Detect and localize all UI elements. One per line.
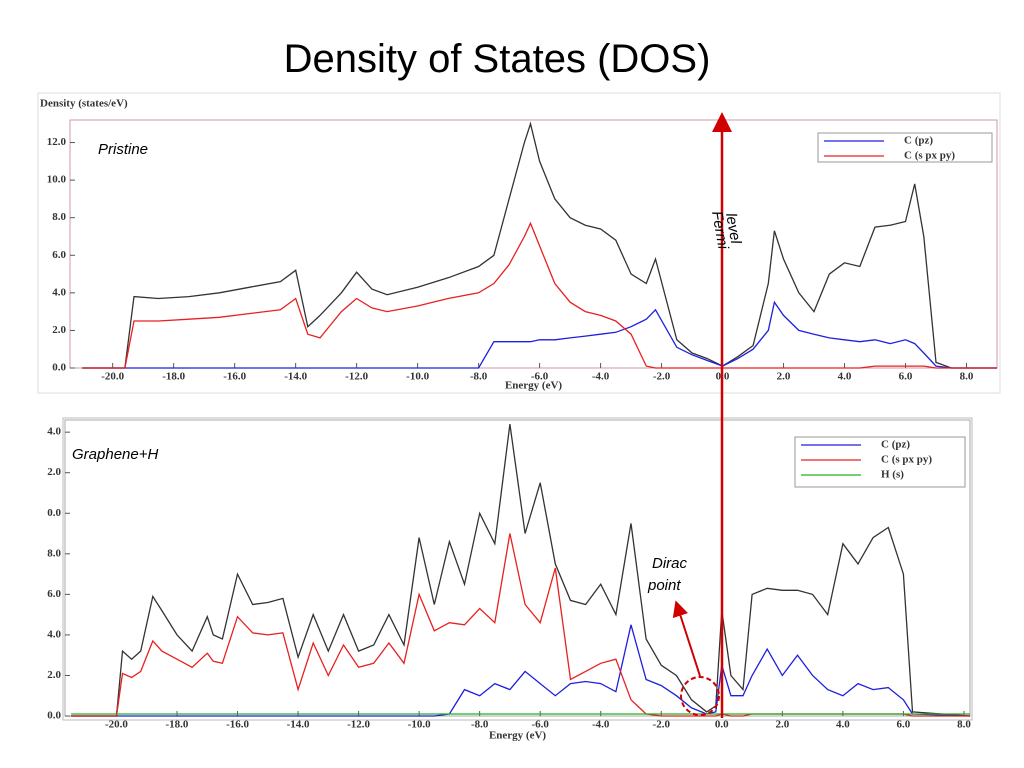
x-tick-label: -20.0 [101,371,124,383]
x-tick-label: 0.0 [715,719,729,731]
x-tick-label: -8.0 [471,719,489,731]
x-tick-label: 6.0 [897,719,911,731]
dirac-label: point [647,577,681,594]
legend-box [817,132,993,163]
dirac-arrow [672,600,701,677]
chart-annotation: Pristine [98,141,148,158]
x-tick-label: 2.0 [775,719,789,731]
chart-annotation: Graphene+H [72,446,158,463]
y-tick-label: 6.0 [52,249,66,261]
x-tick-label: 6.0 [899,371,913,383]
x-tick-label: -14.0 [287,719,310,731]
legend-label: C (pz) [904,135,933,147]
x-tick-label: -12.0 [345,371,368,383]
x-tick-label: 4.0 [838,371,852,383]
x-tick-label: 2.0 [777,371,791,383]
x-tick-label: -10.0 [408,719,431,731]
fermi-line2: level [722,212,744,246]
series-line [71,424,971,717]
y-tick-label: 0.0 [47,710,61,722]
y-tick-label: 2.0 [52,324,66,336]
y-tick-label: 2.0 [47,669,61,681]
series-line [71,624,971,717]
y-tick-label: 4.0 [47,426,61,438]
fermi-line1: Fermi [708,210,732,251]
y-tick-label: 8.0 [52,211,66,223]
series-line [82,221,997,369]
x-tick-label: -20.0 [105,719,128,731]
x-tick-label: 8.0 [957,719,971,731]
y-tick-label: 6.0 [47,588,61,600]
x-tick-label: -16.0 [223,371,246,383]
x-tick-label: -18.0 [162,371,185,383]
y-tick-label: 0.0 [47,507,61,519]
legend-label: C (s px py) [904,150,955,162]
fermi-label: level [722,212,744,246]
dirac-circle [680,676,720,716]
x-tick-label: -10.0 [406,371,429,383]
dirac-label: Dirac [652,555,688,572]
fermi-label: Fermi [708,210,732,251]
x-tick-label: -4.0 [592,719,610,731]
y-tick-label: 0.0 [52,362,66,374]
y-tick-label: 10.0 [47,174,67,186]
x-tick-label: -6.0 [531,719,549,731]
y-tick-label: 4.0 [47,628,61,640]
x-tick-label: -16.0 [226,719,249,731]
legend-label: C (s px py) [881,454,932,466]
y-tick-label: 8.0 [47,547,61,559]
x-tick-label: -14.0 [284,371,307,383]
x-tick-label: -6.0 [531,371,549,383]
y-axis-label: Density (states/eV) [40,98,128,110]
y-tick-label: 12.0 [47,136,67,148]
x-tick-label: -4.0 [592,371,610,383]
x-tick-label: 4.0 [836,719,850,731]
x-tick-label: 8.0 [960,371,974,383]
x-tick-label: -2.0 [653,719,671,731]
x-tick-label: -8.0 [470,371,488,383]
charts: 0.0 2.0 4.0 6.0 8.0 10.0 12.0 -20.0 -18.0 -16.0 -1… [40,98,998,742]
x-axis-label: Energy (eV) [505,380,562,392]
x-axis-label: Energy (eV) [489,730,546,742]
x-tick-label: -2.0 [653,371,671,383]
x-tick-label: -18.0 [166,719,189,731]
x-tick-label: -12.0 [347,719,370,731]
series-line [82,300,997,369]
slide-title: Density of States (DOS) [284,37,711,81]
legend-label: C (pz) [881,439,910,451]
y-tick-label: 2.0 [47,466,61,478]
series-line [82,121,997,369]
y-tick-label: 4.0 [52,286,66,298]
legend-label: H (s) [881,469,904,481]
